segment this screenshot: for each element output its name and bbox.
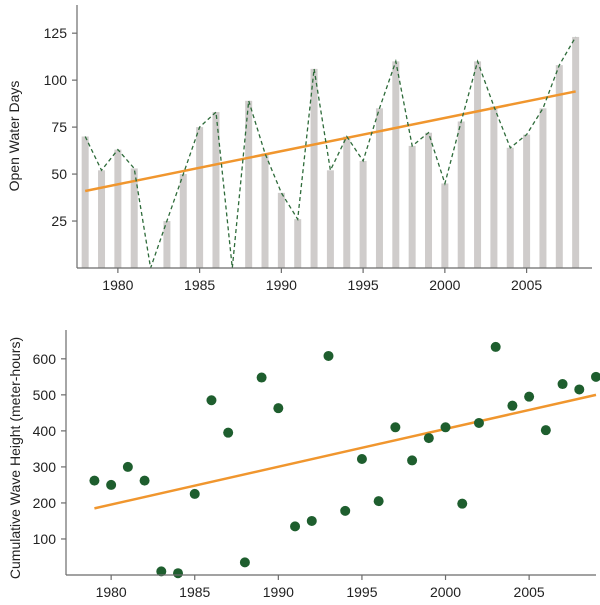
wave-height-point	[273, 403, 284, 414]
wave-height-point	[490, 341, 501, 352]
wave-height-point	[256, 372, 267, 383]
bottom-x-tick-label: 2000	[430, 584, 461, 600]
wave-height-point	[306, 515, 317, 526]
wave-height-chart: 100 200 300 400 500 600 1980 1985 1990 1995 2000 2…	[7, 330, 600, 600]
top-x-tick-label: 1995	[348, 277, 379, 293]
wave-height-point	[591, 371, 600, 382]
open-water-bar	[359, 160, 367, 268]
open-water-bar	[555, 65, 563, 268]
wave-height-point	[524, 391, 535, 402]
top-y-tick-label: 125	[44, 25, 68, 41]
wave-height-point	[540, 425, 551, 436]
wave-height-point	[423, 433, 434, 444]
top-x-tick-label: 2005	[511, 277, 542, 293]
open-water-bar	[375, 108, 383, 268]
top-y-tick-label: 50	[51, 166, 67, 182]
wave-height-point	[323, 350, 334, 361]
open-water-bar	[130, 168, 138, 268]
open-water-bar	[457, 121, 465, 268]
wave-height-points	[89, 341, 600, 579]
open-water-bar	[310, 68, 318, 268]
wave-height-point	[89, 475, 100, 486]
bottom-y-axis-title: Cumulative Wave Height (meter-hours)	[7, 337, 23, 579]
wave-height-point	[239, 557, 250, 568]
bottom-x-tick-label: 2005	[514, 584, 545, 600]
open-water-bar	[179, 174, 187, 268]
wave-height-point	[440, 422, 451, 433]
open-water-bar	[408, 145, 416, 268]
open-water-bar	[98, 170, 106, 268]
bottom-x-tick-label: 1995	[346, 584, 377, 600]
bottom-y-tick-label: 100	[33, 531, 57, 547]
bottom-y-ticks: 100 200 300 400 500 600	[33, 351, 66, 547]
wave-height-point	[206, 395, 217, 406]
wave-height-point	[340, 505, 351, 516]
wave-height-point	[156, 566, 167, 577]
wave-height-point	[574, 384, 585, 395]
bottom-x-tick-label: 1980	[96, 584, 127, 600]
bottom-y-tick-label: 300	[33, 459, 57, 475]
open-water-dashed-line	[84, 36, 577, 269]
open-water-bar	[114, 149, 122, 268]
top-x-tick-label: 2000	[429, 277, 460, 293]
wave-height-trend	[94, 393, 597, 510]
open-water-bar	[81, 136, 89, 268]
open-water-series	[84, 36, 577, 269]
bottom-y-tick-label: 400	[33, 423, 57, 439]
top-x-tick-label: 1990	[266, 277, 297, 293]
bottom-x-ticks: 1980 1985 1990 1995 2000 2005	[96, 575, 545, 600]
wave-height-point	[473, 417, 484, 428]
wave-height-trend-line	[94, 393, 597, 510]
open-water-bar	[212, 112, 220, 268]
bottom-x-tick-label: 1985	[179, 584, 210, 600]
open-water-bar	[343, 136, 351, 268]
open-water-bar	[277, 192, 285, 268]
open-water-bar	[245, 100, 253, 268]
wave-height-point	[407, 455, 418, 466]
open-water-bars	[81, 36, 580, 268]
open-water-bar	[196, 127, 204, 268]
open-water-bar	[441, 183, 449, 268]
wave-height-point	[173, 568, 184, 579]
wave-height-point	[122, 461, 133, 472]
top-x-tick-label: 1985	[184, 277, 215, 293]
open-water-bar	[326, 170, 334, 268]
open-water-bar	[572, 36, 580, 268]
top-y-tick-label: 100	[44, 72, 68, 88]
open-water-bar	[474, 61, 482, 268]
open-water-bar	[294, 219, 302, 268]
top-y-axis-title: Open Water Days	[6, 81, 22, 192]
top-x-tick-label: 1980	[102, 277, 133, 293]
open-water-bar	[163, 221, 171, 268]
wave-height-point	[223, 427, 234, 438]
open-water-bar	[425, 132, 433, 268]
open-water-bar	[490, 106, 498, 268]
bottom-y-tick-label: 500	[33, 387, 57, 403]
wave-height-point	[390, 422, 401, 433]
bottom-y-tick-label: 200	[33, 495, 57, 511]
open-water-bar	[392, 61, 400, 268]
wave-height-point	[507, 400, 518, 411]
open-water-days-chart: 25 50 75 100 125 1980 1985 1990 1995 2000 2005 Op…	[6, 5, 592, 293]
open-water-bar	[539, 108, 547, 268]
wave-height-point	[139, 475, 150, 486]
top-y-tick-label: 25	[51, 213, 67, 229]
open-water-bar	[523, 134, 531, 268]
wave-height-point	[457, 498, 468, 509]
top-x-ticks: 1980 1985 1990 1995 2000 2005	[102, 268, 542, 293]
top-y-ticks: 25 50 75 100 125	[44, 25, 77, 229]
open-water-bar	[506, 147, 514, 268]
wave-height-point	[356, 453, 367, 464]
bottom-y-tick-label: 600	[33, 351, 57, 367]
bottom-x-tick-label: 1990	[263, 584, 294, 600]
wave-height-point	[290, 521, 301, 532]
wave-height-point	[373, 496, 384, 507]
open-water-bar	[261, 153, 269, 268]
wave-height-point	[189, 488, 200, 499]
top-y-tick-label: 75	[51, 119, 67, 135]
wave-height-point	[106, 479, 117, 490]
wave-height-point	[557, 379, 568, 390]
